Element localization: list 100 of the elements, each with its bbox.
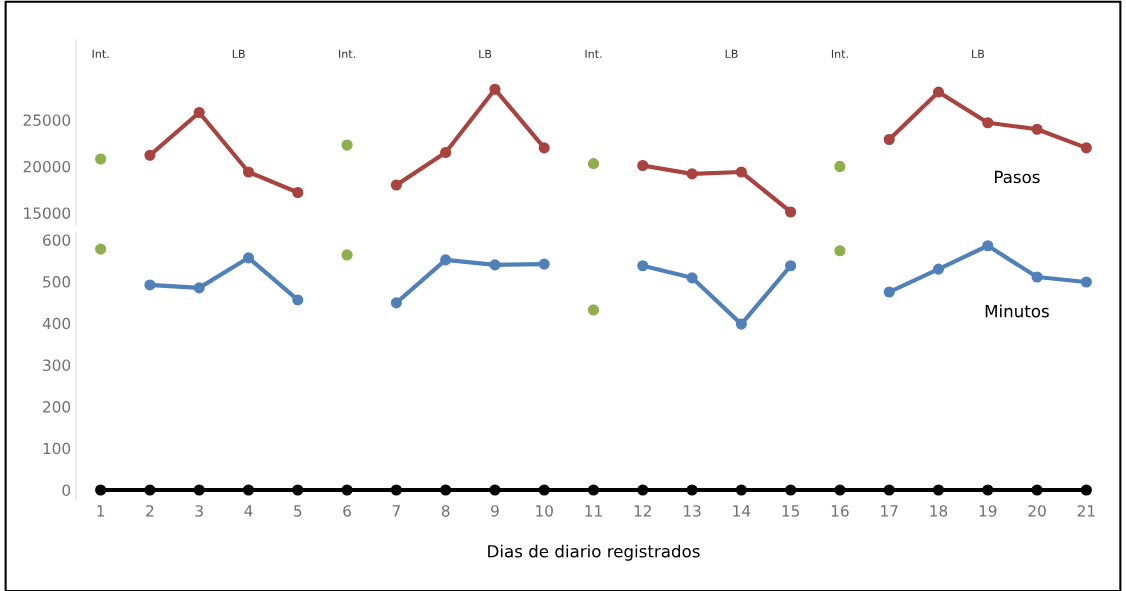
x-tick-label: 4 (244, 505, 253, 517)
y-tick-label: 200 (43, 401, 71, 413)
y-tick-label: 500 (43, 276, 71, 288)
point (982, 240, 994, 252)
point (242, 252, 255, 264)
point (883, 133, 895, 146)
x-tick-label: 12 (634, 505, 651, 517)
x-tick-label: 7 (392, 505, 400, 517)
x-tick-label: 18 (930, 505, 948, 517)
point (390, 297, 402, 309)
annotation: LB (725, 49, 738, 58)
point (144, 149, 156, 161)
series-label: Minutos (985, 304, 1049, 318)
point (538, 484, 550, 496)
y-tick-label: 300 (43, 359, 71, 371)
x-tick-label: 16 (831, 505, 849, 517)
x-axis-title: Dias de diario registrados (488, 544, 700, 561)
point (1080, 276, 1092, 288)
point (637, 260, 649, 272)
point (1031, 484, 1043, 496)
point (587, 304, 600, 316)
point (489, 83, 501, 95)
point (686, 168, 698, 180)
point (686, 272, 698, 284)
x-tick-label: 6 (343, 505, 351, 517)
y-tick-label: 100 (43, 442, 71, 455)
point (1031, 123, 1043, 135)
point (932, 86, 945, 98)
point (292, 294, 304, 306)
point (390, 179, 402, 191)
x-tick-label: 13 (684, 505, 701, 517)
annotation: Int. (831, 49, 848, 58)
x-tick-label: 21 (1077, 505, 1095, 517)
point (193, 484, 205, 496)
point (144, 484, 156, 496)
point (390, 484, 402, 496)
y-tick-label: 600 (43, 234, 71, 246)
point (637, 484, 649, 496)
point (440, 484, 452, 496)
x-tick-label: 14 (733, 505, 751, 517)
x-tick-label: 10 (536, 505, 553, 517)
x-tick-label: 19 (979, 505, 997, 517)
point (440, 146, 452, 159)
point (834, 245, 846, 257)
point (440, 254, 452, 266)
point (144, 279, 156, 291)
y-tick-label: 400 (42, 317, 71, 330)
x-tick-label: 3 (195, 505, 203, 517)
point (932, 484, 945, 496)
point (1080, 484, 1092, 496)
x-tick-label: 9 (491, 505, 499, 517)
point (686, 484, 698, 496)
y-tick-label: 0 (62, 484, 71, 497)
point (1080, 142, 1092, 154)
y-tick-label: 25000 (23, 114, 71, 126)
annotation: Int. (585, 49, 602, 58)
point (785, 260, 797, 272)
x-tick-label: 11 (585, 505, 602, 517)
x-tick-label: 1 (97, 505, 105, 517)
point (637, 159, 649, 172)
x-tick-label: 2 (146, 505, 154, 517)
point (538, 258, 550, 270)
annotation: Int. (92, 49, 109, 58)
point (785, 206, 797, 218)
point (242, 484, 255, 496)
point (932, 263, 945, 275)
x-tick-label: 8 (441, 505, 450, 517)
point (193, 282, 205, 294)
point (341, 249, 353, 261)
point (587, 484, 600, 496)
point (341, 484, 353, 496)
x-tick-label: 20 (1028, 505, 1046, 517)
point (489, 259, 501, 271)
annotation: LB (479, 49, 492, 58)
point (95, 243, 107, 255)
y-tick-label: 15000 (24, 207, 71, 219)
x-tick-label: 5 (294, 505, 302, 517)
annotation: LB (232, 49, 245, 58)
point (982, 117, 994, 129)
point (735, 318, 747, 330)
point (242, 166, 255, 178)
point (587, 158, 600, 170)
point (292, 484, 304, 496)
point (982, 484, 994, 496)
point (95, 153, 107, 165)
point (292, 186, 304, 199)
point (834, 484, 846, 496)
point (95, 484, 107, 496)
x-tick-label: 15 (782, 505, 800, 517)
point (735, 166, 747, 178)
point (193, 106, 205, 119)
point (341, 139, 353, 151)
text: Pasos (995, 170, 1040, 184)
annotation: Int. (339, 49, 355, 58)
point (785, 484, 797, 496)
point (538, 142, 550, 154)
y-tick-label: 20000 (23, 160, 71, 173)
point (883, 484, 895, 496)
point (834, 160, 846, 173)
annotation: LB (972, 49, 985, 58)
